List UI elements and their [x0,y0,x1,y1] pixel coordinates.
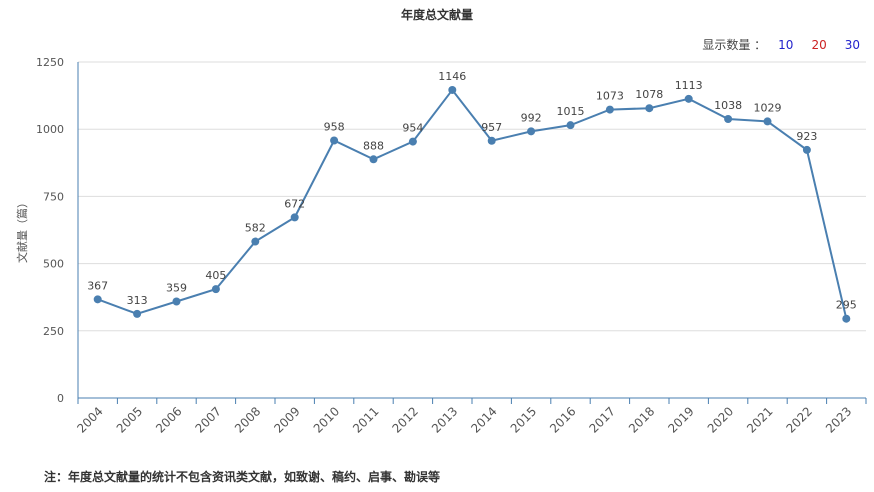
x-tick-label: 2020 [705,404,736,435]
x-tick-label: 2005 [114,404,145,435]
data-point [369,155,378,164]
x-tick-label: 2009 [271,404,302,435]
x-tick-label: 2019 [665,404,696,435]
data-point [724,114,733,123]
y-tick-label: 1250 [36,56,64,69]
data-label: 367 [87,279,108,292]
data-point [448,85,457,94]
x-tick-label: 2015 [508,404,539,435]
data-point [645,104,654,113]
data-label: 359 [166,282,187,295]
data-point [133,309,142,318]
x-tick-label: 2004 [74,404,105,435]
data-point [211,285,220,294]
data-point [330,136,339,145]
x-tick-label: 2017 [587,404,618,435]
x-tick-label: 2008 [232,404,263,435]
x-tick-label: 2006 [153,404,184,435]
x-tick-label: 2013 [429,404,460,435]
data-point [251,237,260,246]
data-label: 405 [205,269,226,282]
count-option-20[interactable]: 20 [811,37,827,52]
data-point [172,297,181,306]
data-label: 1146 [438,70,466,83]
footnote: 注：年度总文献量的统计不包含资讯类文献，如致谢、稿约、启事、勘误等 [44,470,441,484]
data-point [605,105,614,114]
count-option-30[interactable]: 30 [844,37,860,52]
data-label: 295 [836,299,857,312]
data-point [487,136,496,145]
count-option-10[interactable]: 10 [778,37,794,52]
data-label: 313 [127,294,148,307]
display-count-selector: 显示数量 ： 10 20 30 [702,36,866,53]
data-point [566,121,575,130]
data-label: 958 [324,120,345,133]
data-label: 1073 [596,90,624,103]
data-point [290,213,299,222]
y-tick-label: 500 [43,258,64,271]
data-label: 957 [481,121,502,134]
series-line [97,88,848,319]
data-label: 1078 [635,88,663,101]
data-label: 992 [521,111,542,124]
data-label: 1015 [557,105,585,118]
x-tick-label: 2012 [390,404,421,435]
data-point [408,137,417,146]
data-label: 1029 [754,101,782,114]
data-label: 1038 [714,99,742,112]
x-tick-label: 2010 [311,404,342,435]
data-point [802,145,811,154]
data-point [684,94,693,103]
data-label: 888 [363,139,384,152]
data-label: 582 [245,222,266,235]
x-tick-label: 2022 [784,404,815,435]
data-label: 672 [284,197,305,210]
x-tick-label: 2014 [468,404,499,435]
x-tick-label: 2016 [547,404,578,435]
display-count-label: 显示数量 ： [702,38,767,52]
y-tick-label: 1000 [36,123,64,136]
data-point [93,295,102,304]
data-label: 923 [796,130,817,143]
chart-title: 年度总文献量 [400,8,473,22]
data-point [763,117,772,126]
y-tick-label: 250 [43,325,64,338]
y-tick-label: 750 [43,190,64,203]
data-label: 954 [402,122,423,135]
y-tick-label: 0 [57,392,64,405]
data-label: 1113 [675,79,703,92]
data-point [527,127,536,136]
y-axis-title: 文献量（篇） [15,197,29,263]
x-tick-label: 2021 [744,404,775,435]
x-tick-label: 2023 [823,404,854,435]
x-tick-label: 2007 [193,404,224,435]
x-tick-label: 2011 [350,404,381,435]
data-point [842,314,851,323]
x-tick-label: 2018 [626,404,657,435]
